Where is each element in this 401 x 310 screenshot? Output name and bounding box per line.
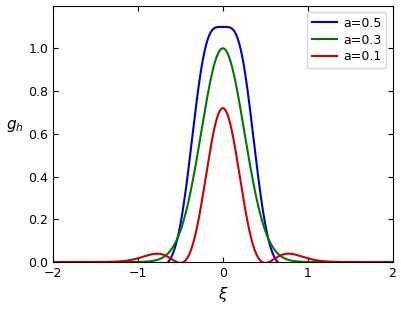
a=0.1: [379, 260, 384, 264]
a=0.3: [51, 260, 55, 264]
a=0.3: [215, 51, 220, 55]
a=0.3: [379, 260, 384, 264]
a=0.5: [380, 260, 385, 264]
a=0.3: [206, 85, 211, 89]
a=0.5: [389, 260, 394, 264]
a=0.1: [51, 260, 55, 264]
a=0.5: [206, 33, 211, 37]
a=0.3: [220, 46, 225, 50]
a=0.3: [379, 260, 384, 264]
Line: a=0.5: a=0.5: [53, 27, 391, 266]
a=0.5: [51, 260, 55, 264]
Legend: a=0.5, a=0.3, a=0.1: a=0.5, a=0.3, a=0.1: [306, 12, 385, 68]
a=0.1: [178, 261, 182, 265]
a=0.3: [68, 260, 73, 264]
Line: a=0.3: a=0.3: [53, 48, 391, 262]
a=0.5: [379, 260, 384, 264]
a=0.5: [68, 260, 73, 264]
a=0.3: [317, 260, 322, 264]
X-axis label: $\xi$: $\xi$: [217, 286, 228, 304]
Line: a=0.1: a=0.1: [53, 108, 391, 263]
a=0.1: [389, 260, 394, 264]
a=0.1: [220, 106, 225, 110]
a=0.1: [215, 112, 220, 116]
a=0.1: [380, 260, 385, 264]
a=0.3: [389, 260, 394, 264]
a=0.1: [207, 153, 211, 157]
a=0.5: [283, 264, 288, 268]
a=0.1: [68, 260, 73, 264]
Y-axis label: $g_h$: $g_h$: [6, 118, 23, 134]
a=0.5: [215, 25, 220, 29]
a=0.1: [318, 259, 322, 263]
a=0.5: [318, 260, 322, 264]
a=0.5: [223, 25, 227, 29]
